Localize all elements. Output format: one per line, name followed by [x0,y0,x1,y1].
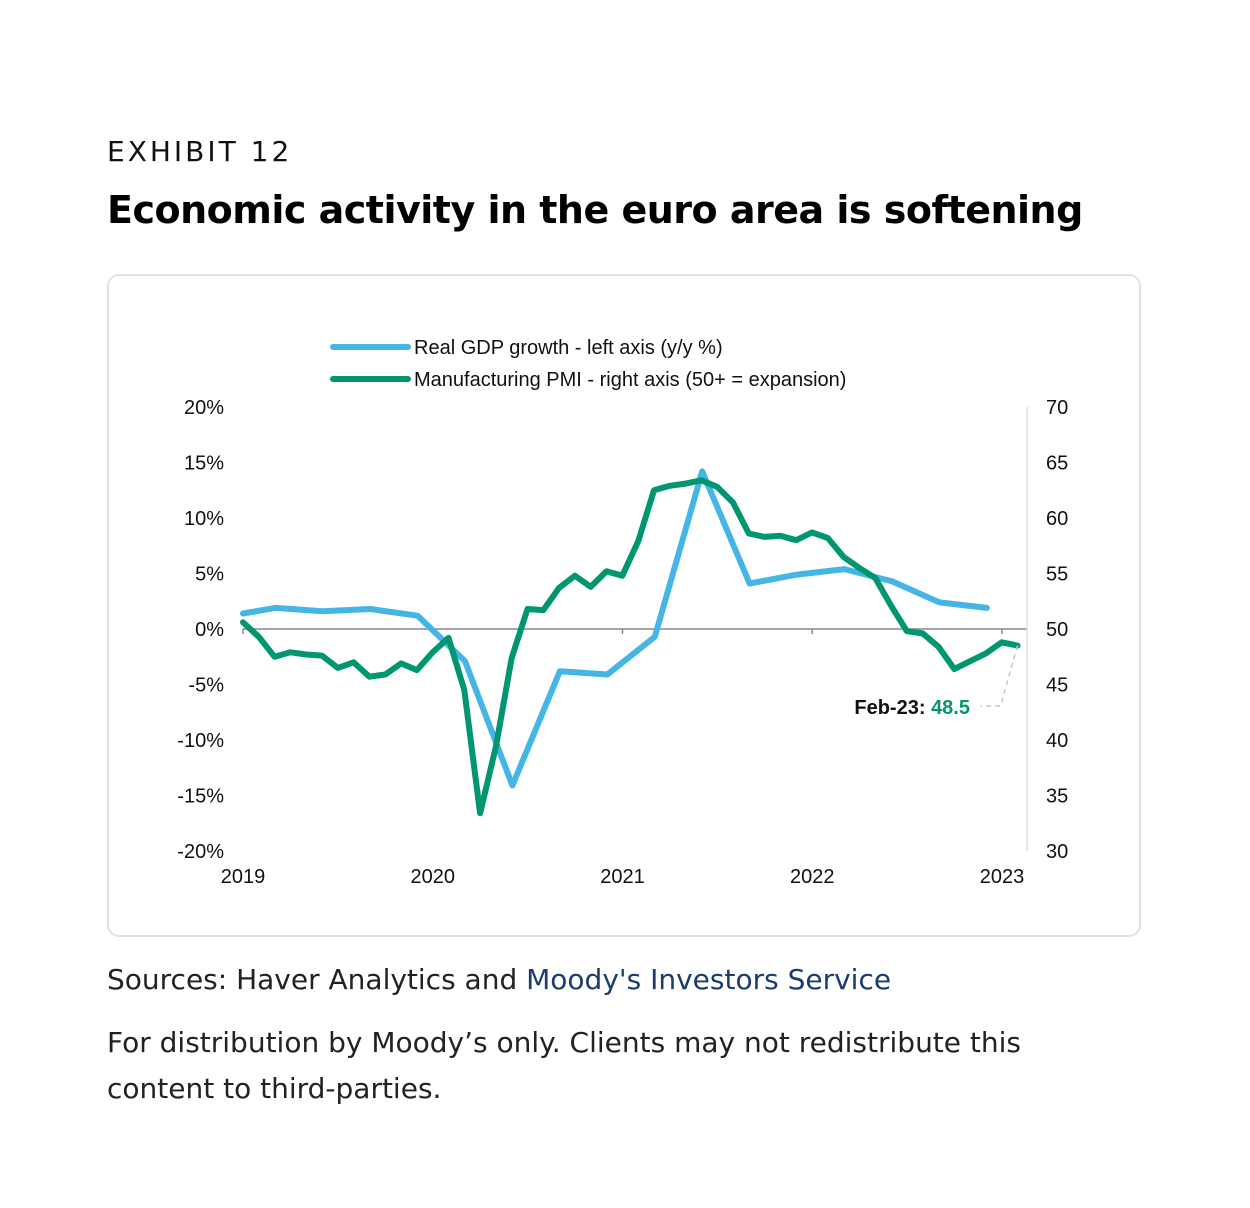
y-left-tick-label: 15% [184,453,224,475]
y-right-tick-label: 35 [1046,786,1068,808]
y-left-tick-label: 5% [195,564,224,586]
legend: Real GDP growth - left axis (y/y %) Manu… [330,337,846,391]
legend-label-gdp: Real GDP growth - left axis (y/y %) [414,337,723,359]
y-left-tick-label: -10% [177,730,224,752]
y-left-tick-label: 0% [195,619,224,641]
y-left-tick-label: 10% [184,508,224,530]
series-group [240,468,1021,817]
y-left-tick-label: -15% [177,786,224,808]
y-right-tick-label: 70 [1046,397,1068,419]
annotation-value: 48.5 [931,697,970,719]
y-right-tick-label: 60 [1046,508,1068,530]
exhibit-label: EXHIBIT 12 [107,135,293,168]
sources-note: Sources: Haver Analytics and Moody's Inv… [107,963,891,996]
annotation-leader-line [980,645,1019,707]
distribution-disclaimer: For distribution by Moody’s only. Client… [107,1026,1022,1105]
x-tick-label: 2021 [600,866,645,888]
y-left-tick-label: 20% [184,397,224,419]
y-right-tick-label: 65 [1046,453,1068,475]
y-right-tick-label: 40 [1046,730,1068,752]
annotation-date: Feb-23: [854,697,931,719]
y-left-tick-label: -5% [188,675,224,697]
sources-link[interactable]: Moody's Investors Service [526,963,892,996]
sources-prefix: Sources: Haver Analytics and [107,963,527,996]
y-right-tick-label: 30 [1046,841,1068,863]
x-tick-label: 2023 [980,866,1025,888]
annotation-group: Feb-23: 48.5 [854,645,1019,719]
x-tick-label: 2020 [411,866,456,888]
y-left-tick-label: -20% [177,841,224,863]
y-right-tick-label: 55 [1046,564,1068,586]
y-right-tick-label: 50 [1046,619,1068,641]
chart-title: Economic activity in the euro area is so… [107,188,1083,232]
x-tick-label: 2022 [790,866,835,888]
y-right-tick-label: 45 [1046,675,1068,697]
x-tick-label: 2019 [221,866,266,888]
axes: 20% 15% 10% 5% 0% -5% -10% -15% -20% 70 65 60 55 50 45… [177,397,1068,888]
legend-label-pmi: Manufacturing PMI - right axis (50+ = ex… [414,369,846,391]
annotation-label: Feb-23: 48.5 [854,697,970,719]
pmi-line [240,477,1021,817]
